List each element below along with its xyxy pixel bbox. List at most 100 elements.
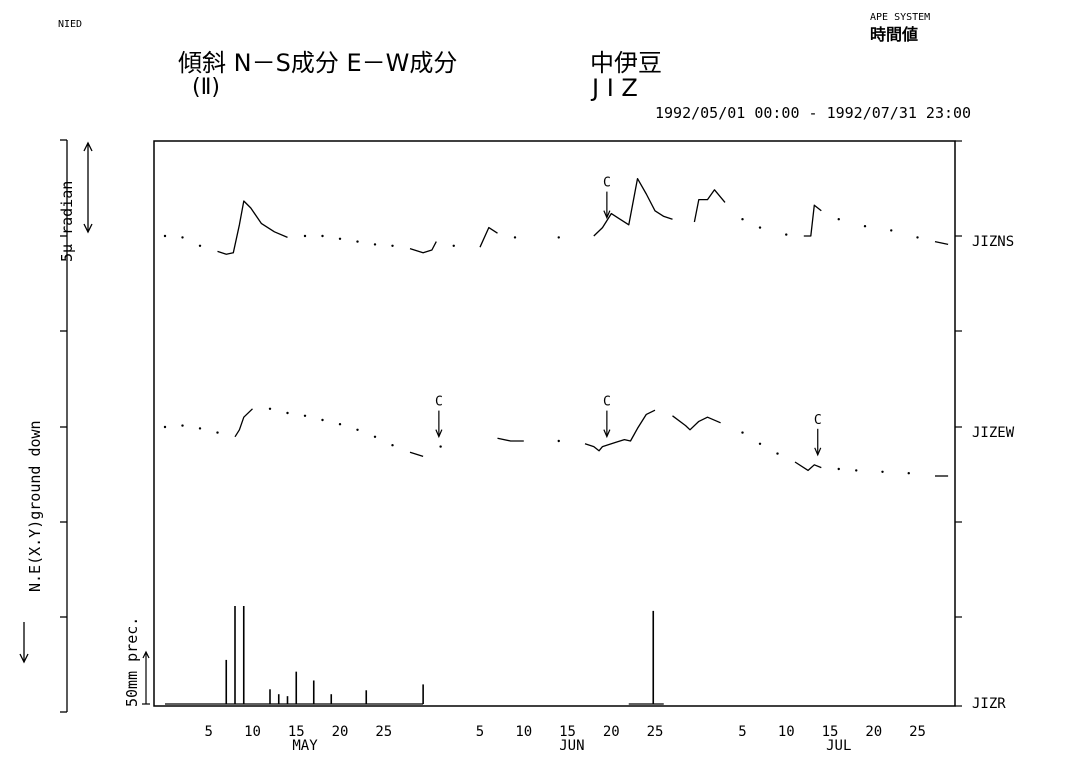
- series-point-jizew: [741, 431, 744, 434]
- x-tick-label: 10: [515, 724, 532, 740]
- series-point-jizew: [286, 411, 289, 415]
- series-point-jizew: [557, 439, 560, 443]
- series-point-jizew: [198, 427, 202, 430]
- series-point-jizns: [391, 244, 394, 247]
- rain-scale-arrow-icon: [142, 650, 150, 705]
- annotation-arrowhead-icon: [435, 429, 443, 439]
- series-point-jizns: [837, 218, 840, 221]
- x-tick-label: 25: [909, 724, 926, 740]
- system-sub-label: 時間値: [870, 25, 918, 44]
- series-line-jizns: [217, 200, 288, 255]
- series-point-jizew: [181, 424, 184, 427]
- direction-label: N.E(X.Y)ground down: [26, 420, 44, 592]
- series-layer: [163, 177, 949, 705]
- series-point-jizew: [758, 442, 762, 445]
- scale-arrow-icon: [83, 141, 93, 234]
- series-label-jizns: JIZNS: [972, 234, 1014, 250]
- x-tick-label: 5: [205, 724, 213, 740]
- chart-subtitle: (Ⅱ): [192, 75, 220, 100]
- series-label-jizr: JIZR: [972, 696, 1006, 712]
- series-point-jizew: [907, 472, 910, 475]
- series-point-jizns: [741, 218, 744, 221]
- month-label: JUL: [826, 738, 851, 754]
- annotation-arrowhead-icon: [814, 447, 822, 457]
- series-point-jizew: [776, 452, 779, 455]
- chart-title: 傾斜 N－S成分 E－W成分: [178, 49, 457, 77]
- series-point-jizew: [881, 470, 884, 473]
- annotation-label: C: [814, 413, 822, 428]
- system-label: APE SYSTEM: [870, 12, 930, 23]
- series-point-jizew: [373, 435, 377, 438]
- series-point-jizew: [338, 423, 342, 426]
- x-tick-label: 5: [738, 724, 746, 740]
- x-tick-label: 25: [375, 724, 392, 740]
- month-label: MAY: [292, 738, 318, 754]
- series-point-jizns: [890, 229, 893, 232]
- site-name: 中伊豆: [590, 49, 662, 77]
- x-tick-label: 10: [244, 724, 261, 740]
- annotation-label: C: [603, 395, 611, 410]
- period-label: 1992/05/01 00:00 - 1992/07/31 23:00: [655, 104, 971, 122]
- down-arrow-icon: [19, 622, 29, 664]
- annotation-label: C: [603, 176, 611, 191]
- left-axis-ticks: [60, 139, 67, 713]
- series-labels: JIZNS JIZEW JIZR: [972, 234, 1015, 712]
- series-point-jizns: [758, 226, 762, 229]
- x-tick-label: 20: [332, 724, 349, 740]
- series-point-jizns: [163, 234, 167, 238]
- rain-scale-label: 50mm prec.: [123, 617, 141, 707]
- series-point-jizns: [785, 233, 788, 236]
- x-tick-label: 15: [288, 724, 305, 740]
- series-point-jizns: [513, 236, 517, 239]
- series-point-jizns: [373, 243, 377, 246]
- x-tick-label: 5: [476, 724, 484, 740]
- series-line-jizns: [803, 204, 822, 237]
- series-point-jizns: [303, 234, 307, 238]
- right-axis-ticks: [955, 140, 962, 707]
- series-point-jizew: [163, 425, 167, 429]
- series-line-jizns: [934, 240, 949, 246]
- plot-frame: [153, 140, 956, 707]
- series-point-jizns: [356, 240, 359, 243]
- series-point-jizew: [268, 407, 272, 410]
- annotation-layer: C C C C: [435, 176, 822, 457]
- series-line-jizns: [409, 241, 437, 254]
- x-tick-label: 10: [778, 724, 795, 740]
- series-point-jizns: [916, 236, 919, 239]
- series-point-jizns: [338, 237, 342, 240]
- series-point-jizns: [557, 236, 560, 239]
- series-point-jizew: [439, 445, 442, 448]
- series-label-jizew: JIZEW: [972, 425, 1015, 441]
- series-point-jizns: [863, 225, 867, 228]
- series-line-jizns: [593, 177, 673, 237]
- org-label: NIED: [58, 19, 82, 30]
- x-tick-label: 15: [822, 724, 839, 740]
- annotation-arrowhead-icon: [603, 429, 611, 439]
- series-line-jizns: [479, 226, 498, 248]
- series-point-jizew: [216, 431, 219, 434]
- series-point-jizns: [321, 234, 324, 238]
- series-point-jizew: [391, 444, 394, 447]
- series-line-jizns: [693, 189, 726, 223]
- series-line-jizew: [497, 437, 524, 442]
- series-line-jizew: [584, 409, 656, 452]
- x-tick-label: 25: [647, 724, 664, 740]
- series-point-jizew: [303, 414, 307, 417]
- series-line-jizew: [672, 415, 721, 431]
- series-point-jizew: [356, 428, 359, 431]
- x-tick-label: 20: [865, 724, 882, 740]
- site-code: J I Z: [590, 74, 638, 102]
- series-line-jizew: [234, 408, 253, 438]
- series-line-jizew: [409, 451, 424, 458]
- month-label: JUN: [559, 738, 584, 754]
- x-tick-label: 15: [559, 724, 576, 740]
- annotation-arrowhead-icon: [603, 210, 611, 220]
- x-tick-label: 20: [603, 724, 620, 740]
- series-point-jizew: [837, 467, 840, 471]
- annotation-label: C: [435, 395, 443, 410]
- series-line-jizew: [794, 461, 822, 472]
- series-point-jizew: [321, 418, 324, 422]
- series-point-jizew: [855, 469, 858, 472]
